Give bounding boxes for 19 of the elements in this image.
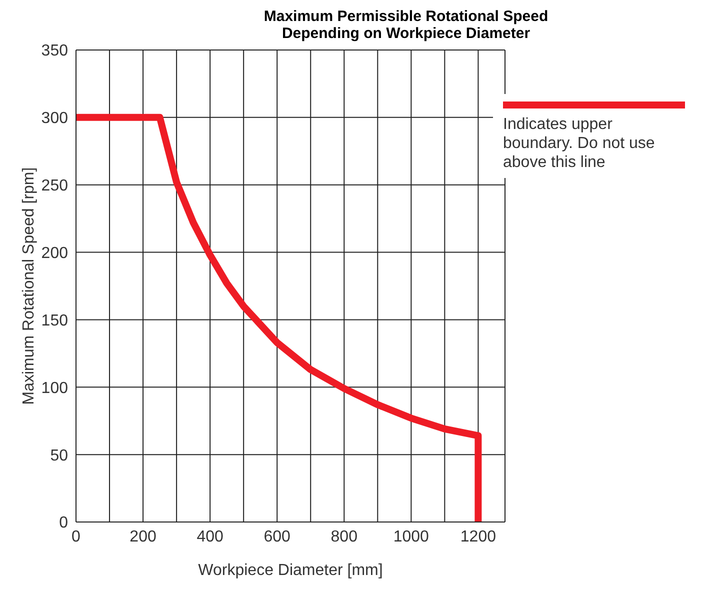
y-tick-label: 350 bbox=[41, 42, 68, 60]
y-tick-label: 300 bbox=[41, 110, 68, 128]
y-tick-label: 0 bbox=[59, 514, 68, 532]
y-axis-title: Maximum Rotational Speed [rpm] bbox=[20, 167, 38, 405]
x-tick-label: 0 bbox=[72, 528, 81, 546]
text: Indicates upper boundary. Do not use above this line bbox=[503, 115, 656, 172]
x-axis-title: Workpiece Diameter [mm] bbox=[198, 562, 383, 579]
x-tick-label: 1200 bbox=[460, 528, 496, 546]
y-tick-label: 100 bbox=[41, 380, 68, 397]
x-tick-label: 400 bbox=[196, 528, 224, 546]
y-tick-label: 250 bbox=[41, 178, 68, 195]
x-tick-label: 600 bbox=[264, 528, 291, 546]
chart-title: Maximum Permissible Rotational Speed Depending on Workpiece Diameter bbox=[262, 8, 550, 42]
y-tick-label: 50 bbox=[50, 447, 68, 464]
x-tick-label: 200 bbox=[130, 528, 156, 546]
x-tick-label: 800 bbox=[330, 528, 358, 546]
y-tick-label: 200 bbox=[41, 244, 68, 262]
y-tick-label: 150 bbox=[41, 312, 68, 330]
x-tick-label: 1000 bbox=[393, 528, 430, 546]
